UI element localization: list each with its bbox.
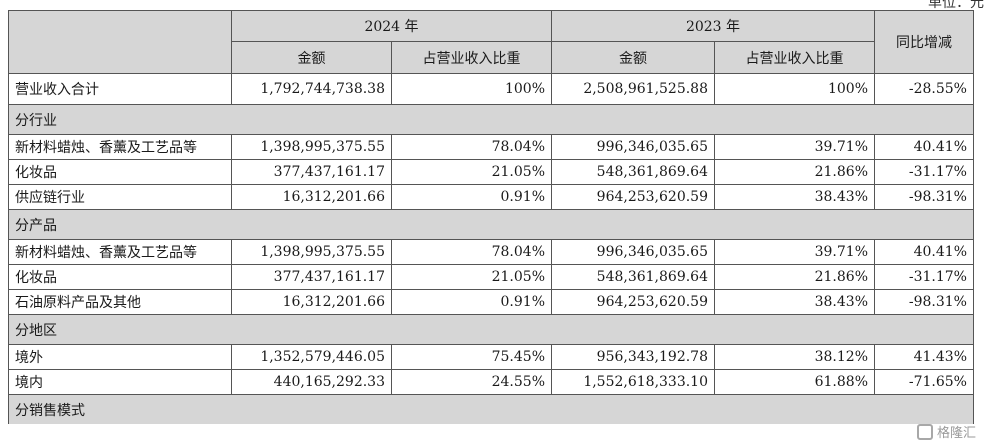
watermark-text: 格隆汇 [936, 426, 976, 441]
cell-amount-2024: 1,398,995,375.55 [231, 239, 392, 265]
total-share-2023: 100% [714, 73, 875, 105]
row-label: 化妆品 [8, 159, 232, 185]
cell-amount-2024: 1,398,995,375.55 [231, 134, 392, 160]
cell-amount-2024: 1,352,579,446.05 [231, 344, 392, 370]
cell-share-2023: 61.88% [714, 369, 875, 395]
table-row: 新材料蜡烛、香薰及工艺品等 1,398,995,375.55 78.04% 996,3… [8, 239, 974, 265]
header-row-years: 2024 年 2023 年 同比增减 [8, 10, 974, 74]
total-amount-2023: 2,508,961,525.88 [551, 73, 715, 105]
cell-share-2024: 21.05% [391, 264, 552, 290]
watermark: 格隆汇 [916, 422, 976, 441]
unit-label: 单位：元 [928, 0, 984, 11]
cell-change: -98.31% [874, 184, 974, 210]
cell-share-2023: 38.12% [714, 344, 875, 370]
cell-amount-2023: 548,361,869.64 [551, 159, 715, 185]
cell-share-2024: 78.04% [391, 239, 552, 265]
total-change: -28.55% [874, 73, 974, 105]
header-amount-2023: 金额 [551, 41, 715, 74]
header-year-2023: 2023 年 [551, 10, 875, 42]
section-row: 分地区 [8, 314, 974, 345]
cell-share-2023: 21.86% [714, 159, 875, 185]
table-row: 供应链行业 16,312,201.66 0.91% 964,253,620.59 38.… [8, 184, 974, 210]
row-label: 石油原料产品及其他 [8, 289, 232, 315]
cell-amount-2024: 377,437,161.17 [231, 264, 392, 290]
cell-share-2024: 21.05% [391, 159, 552, 185]
revenue-table: 2024 年 2023 年 同比增减 金额 占营业收入比重 金额 占营业收入比重… [8, 10, 974, 424]
row-label: 新材料蜡烛、香薰及工艺品等 [8, 239, 232, 265]
section-row: 分行业 [8, 104, 974, 135]
cell-share-2024: 78.04% [391, 134, 552, 160]
header-year-2024: 2024 年 [231, 10, 552, 42]
cell-share-2024: 24.55% [391, 369, 552, 395]
cell-amount-2023: 996,346,035.65 [551, 239, 715, 265]
section-title: 分产品 [8, 209, 974, 240]
header-share-2024: 占营业收入比重 [391, 41, 552, 74]
cell-share-2023: 39.71% [714, 239, 875, 265]
cell-amount-2024: 377,437,161.17 [231, 159, 392, 185]
cell-change: -98.31% [874, 289, 974, 315]
total-share-2024: 100% [391, 73, 552, 105]
section-title: 分地区 [8, 314, 974, 345]
table-row: 化妆品 377,437,161.17 21.05% 548,361,869.64 21.… [8, 264, 974, 290]
header-row-columns: 金额 占营业收入比重 金额 占营业收入比重 [9, 41, 974, 74]
table-body: 营业收入合计 1,792,744,738.38 100% 2,508,961,5… [8, 73, 974, 424]
cell-share-2023: 38.43% [714, 184, 875, 210]
cell-share-2024: 0.91% [391, 289, 552, 315]
cell-amount-2024: 16,312,201.66 [231, 184, 392, 210]
cell-share-2024: 75.45% [391, 344, 552, 370]
cell-change: 41.43% [874, 344, 974, 370]
table-row: 石油原料产品及其他 16,312,201.66 0.91% 964,253,620.5… [8, 289, 974, 315]
section-row: 分产品 [8, 209, 974, 240]
row-label: 境外 [8, 344, 232, 370]
total-row: 营业收入合计 1,792,744,738.38 100% 2,508,961,5… [8, 73, 974, 105]
table-row: 化妆品 377,437,161.17 21.05% 548,361,869.64 21.… [8, 159, 974, 185]
total-label: 营业收入合计 [8, 73, 232, 105]
watermark-logo-icon [916, 423, 933, 440]
row-label: 化妆品 [8, 264, 232, 290]
total-amount-2024: 1,792,744,738.38 [231, 73, 392, 105]
cell-share-2024: 0.91% [391, 184, 552, 210]
cell-share-2023: 38.43% [714, 289, 875, 315]
cell-share-2023: 21.86% [714, 264, 875, 290]
cell-amount-2023: 964,253,620.59 [551, 289, 715, 315]
cell-change: -31.17% [874, 159, 974, 185]
section-title: 分销售模式 [8, 394, 974, 424]
cell-change: 40.41% [874, 239, 974, 265]
cell-amount-2024: 440,165,292.33 [231, 369, 392, 395]
table-row: 境内 440,165,292.33 24.55% 1,552,618,333.10 61… [8, 369, 974, 395]
cell-amount-2023: 1,552,618,333.10 [551, 369, 715, 395]
header-amount-2024: 金额 [231, 41, 392, 74]
header-share-2023: 占营业收入比重 [714, 41, 875, 74]
cell-change: -31.17% [874, 264, 974, 290]
cell-amount-2023: 996,346,035.65 [551, 134, 715, 160]
section-title: 分行业 [8, 104, 974, 135]
cell-change: -71.65% [874, 369, 974, 395]
row-label: 供应链行业 [8, 184, 232, 210]
cell-amount-2023: 964,253,620.59 [551, 184, 715, 210]
header-blank-cell [8, 10, 232, 74]
cell-amount-2023: 548,361,869.64 [551, 264, 715, 290]
table-row: 境外 1,352,579,446.05 75.45% 956,343,192.78 38… [8, 344, 974, 370]
row-label: 新材料蜡烛、香薰及工艺品等 [8, 134, 232, 160]
cell-amount-2023: 956,343,192.78 [551, 344, 715, 370]
cell-change: 40.41% [874, 134, 974, 160]
row-label: 境内 [8, 369, 232, 395]
table-row: 新材料蜡烛、香薰及工艺品等 1,398,995,375.55 78.04% 996,3… [8, 134, 974, 160]
cell-share-2023: 39.71% [714, 134, 875, 160]
section-row: 分销售模式 [8, 394, 974, 424]
cell-amount-2024: 16,312,201.66 [231, 289, 392, 315]
header-change: 同比增减 [874, 10, 974, 74]
